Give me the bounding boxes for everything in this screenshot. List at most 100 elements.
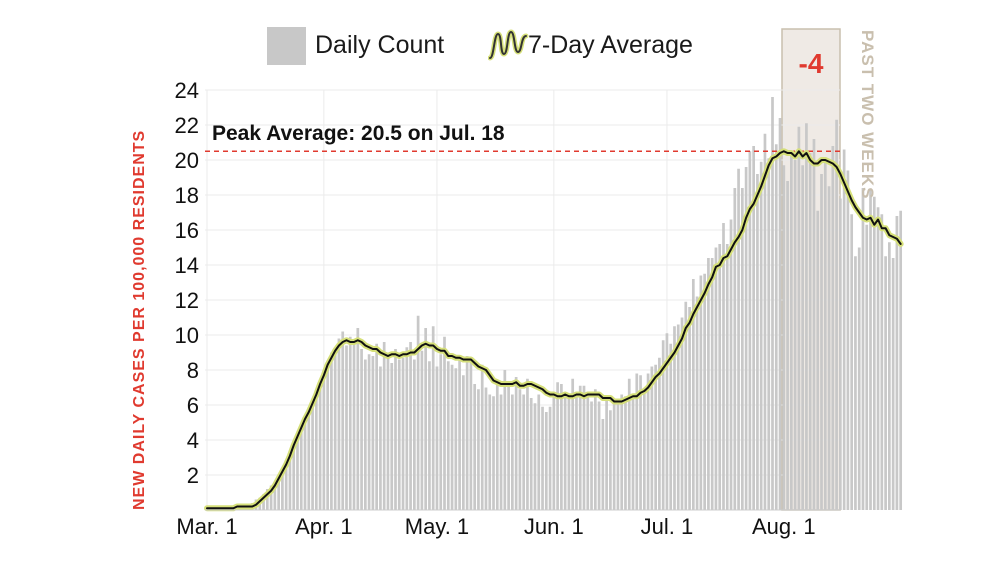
daily-bar <box>484 387 488 510</box>
daily-bar <box>533 403 537 510</box>
daily-bar <box>748 151 752 510</box>
daily-bar <box>522 394 526 510</box>
daily-bar <box>363 359 367 510</box>
daily-bar <box>556 382 559 510</box>
daily-bar <box>492 396 495 510</box>
daily-bar <box>786 181 789 510</box>
daily-bar <box>330 352 333 510</box>
daily-bar <box>790 153 793 510</box>
daily-bar <box>590 401 593 510</box>
daily-bar <box>891 258 895 510</box>
y-tick-label: 12 <box>175 288 199 313</box>
daily-bar <box>642 391 646 510</box>
daily-bar <box>752 146 755 510</box>
daily-bar <box>265 489 269 510</box>
daily-bar <box>575 394 578 510</box>
daily-bar <box>499 394 503 510</box>
daily-bar <box>465 356 469 510</box>
daily-bar <box>371 356 375 510</box>
daily-bar <box>650 366 654 510</box>
x-tick-label: May. 1 <box>405 514 469 539</box>
daily-count-bars <box>205 97 903 510</box>
past-two-weeks-label: PAST TWO WEEKS <box>858 30 877 200</box>
daily-bar <box>839 198 842 510</box>
daily-bar <box>888 242 891 510</box>
daily-bar <box>627 378 631 510</box>
daily-bar <box>469 359 473 510</box>
daily-bar <box>379 366 382 510</box>
daily-bar <box>756 174 759 510</box>
daily-bar <box>793 160 797 510</box>
daily-bar <box>511 394 514 510</box>
daily-bar <box>635 373 639 510</box>
legend-average-wave-icon <box>488 29 529 61</box>
average-line <box>206 150 902 510</box>
daily-bar <box>299 424 303 510</box>
daily-bar <box>446 361 450 510</box>
daily-bar <box>450 364 454 510</box>
daily-bar <box>586 392 590 510</box>
daily-bar <box>311 399 314 510</box>
x-tick-label: Aug. 1 <box>752 514 816 539</box>
daily-bar <box>767 158 771 510</box>
y-tick-label: 4 <box>187 428 199 453</box>
daily-bar <box>658 357 661 510</box>
daily-bar <box>597 401 601 510</box>
daily-bar <box>390 363 394 510</box>
daily-bar <box>827 186 831 510</box>
daily-bar <box>771 97 774 510</box>
daily-bar <box>740 188 744 510</box>
daily-bar <box>435 366 439 510</box>
daily-bar <box>405 347 409 510</box>
daily-bar <box>676 324 680 510</box>
daily-bar <box>616 399 620 510</box>
daily-bar <box>529 398 533 510</box>
daily-bar <box>560 384 563 510</box>
daily-bar <box>473 384 477 510</box>
daily-bar <box>669 343 673 510</box>
daily-bar <box>326 363 329 510</box>
past-two-weeks-change: -4 <box>798 48 824 79</box>
daily-bar <box>820 174 823 510</box>
daily-bar <box>269 485 273 510</box>
daily-bar <box>413 359 416 510</box>
daily-bar <box>861 188 865 510</box>
daily-bar <box>812 139 816 510</box>
daily-bar <box>416 315 420 510</box>
daily-bar <box>707 258 710 510</box>
daily-bar <box>601 419 605 510</box>
daily-bar <box>526 378 529 510</box>
daily-bar <box>314 389 318 510</box>
y-tick-label: 18 <box>175 183 199 208</box>
daily-bar <box>774 144 778 510</box>
daily-bar <box>567 396 571 510</box>
daily-bar <box>563 398 567 510</box>
daily-bar <box>518 389 522 510</box>
seven-day-average-line <box>204 148 904 512</box>
daily-bar <box>842 149 846 510</box>
daily-bar <box>816 210 820 510</box>
daily-bar <box>382 342 386 510</box>
daily-bar <box>341 331 345 510</box>
y-tick-label: 24 <box>175 78 199 103</box>
y-tick-label: 6 <box>187 393 199 418</box>
daily-bar <box>680 317 684 510</box>
daily-bar <box>823 161 827 510</box>
y-tick-label: 22 <box>175 113 199 138</box>
daily-bar <box>729 219 733 510</box>
daily-bar <box>307 408 311 510</box>
daily-bar <box>646 373 650 510</box>
daily-bar <box>722 223 725 510</box>
daily-bar <box>386 354 390 510</box>
x-tick-label: Mar. 1 <box>176 514 237 539</box>
x-axis-ticks: Mar. 1 Apr. 1 May. 1 Jun. 1 Jul. 1 Aug. 1 <box>176 514 815 539</box>
daily-bar <box>699 275 703 510</box>
daily-bar <box>718 244 722 510</box>
daily-bar <box>797 126 801 510</box>
daily-bar <box>854 256 857 510</box>
daily-bar <box>439 354 443 510</box>
daily-bar <box>661 340 665 510</box>
daily-bar <box>763 133 767 510</box>
daily-bar <box>673 326 676 510</box>
